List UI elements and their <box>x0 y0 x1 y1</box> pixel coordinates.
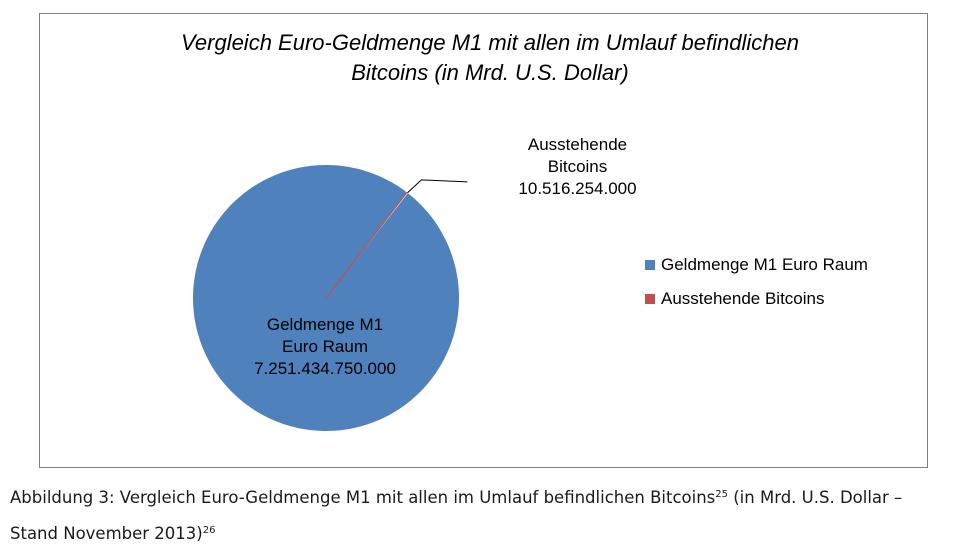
legend-item-bitcoins: Ausstehende Bitcoins <box>645 286 868 312</box>
slice-label-geldmenge-value: 7.251.434.750.000 <box>254 359 396 378</box>
slice-label-geldmenge-line-2: Euro Raum <box>282 337 368 356</box>
legend-swatch-geldmenge <box>645 260 655 270</box>
caption-text-2: Stand November 2013) <box>10 524 203 543</box>
slice-label-bitcoins-line-1: Ausstehende <box>527 135 628 154</box>
legend-label-bitcoins: Ausstehende Bitcoins <box>661 289 825 308</box>
pie-slice-1 <box>325 192 408 299</box>
legend-swatch-bitcoins <box>645 294 655 304</box>
caption-text-1-end: (in Mrd. U.S. Dollar – <box>728 488 903 507</box>
caption-footnote-25: 25 <box>715 489 728 500</box>
pie-slice-0 <box>193 165 460 432</box>
chart-frame <box>39 13 928 468</box>
figure-caption: Abbildung 3: Vergleich Euro-Geldmenge M1… <box>10 480 965 552</box>
slice-label-geldmenge-line-1: Geldmenge M1 <box>266 315 384 334</box>
slice-label-geldmenge: Geldmenge M1 Euro Raum 7.251.434.750.000 <box>210 314 440 380</box>
legend-label-geldmenge: Geldmenge M1 Euro Raum <box>661 255 868 274</box>
chart-title-line-2: Bitcoins (in Mrd. U.S. Dollar) <box>351 60 629 85</box>
caption-footnote-26: 26 <box>202 525 216 536</box>
slice-label-bitcoins-line-2: Bitcoins <box>547 157 608 176</box>
legend-item-geldmenge: Geldmenge M1 Euro Raum <box>645 252 868 278</box>
chart-title: Vergleich Euro-Geldmenge M1 mit allen im… <box>90 28 890 88</box>
slice-label-bitcoins: Ausstehende Bitcoins 10.516.254.000 <box>480 134 675 200</box>
caption-text-1: Abbildung 3: Vergleich Euro-Geldmenge M1… <box>10 488 716 507</box>
leader-line-bitcoins <box>407 179 468 194</box>
slice-label-bitcoins-value: 10.516.254.000 <box>518 179 637 198</box>
chart-title-line-1: Vergleich Euro-Geldmenge M1 mit allen im… <box>181 30 799 55</box>
chart-legend: Geldmenge M1 Euro Raum Ausstehende Bitco… <box>645 252 868 320</box>
